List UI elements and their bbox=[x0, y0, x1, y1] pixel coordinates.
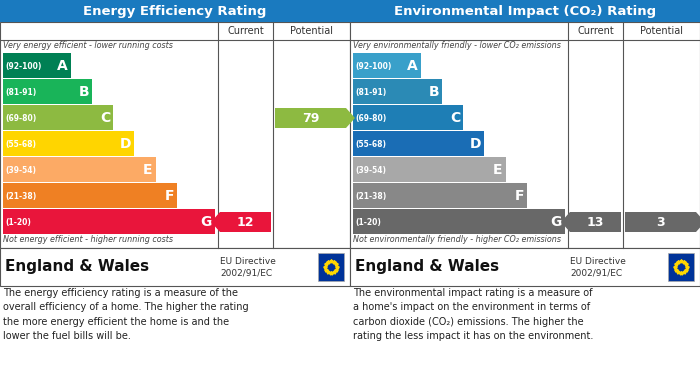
Text: C: C bbox=[450, 111, 460, 125]
Text: Environmental Impact (CO₂) Rating: Environmental Impact (CO₂) Rating bbox=[394, 5, 656, 18]
Text: (1-20): (1-20) bbox=[5, 217, 31, 226]
Bar bbox=[353, 183, 527, 208]
Bar bbox=[3, 183, 177, 208]
Text: G: G bbox=[201, 215, 212, 229]
Text: C: C bbox=[100, 111, 110, 125]
Text: 3: 3 bbox=[656, 215, 665, 228]
Text: (92-100): (92-100) bbox=[5, 61, 41, 70]
Text: (69-80): (69-80) bbox=[5, 113, 36, 122]
Text: EU Directive
2002/91/EC: EU Directive 2002/91/EC bbox=[220, 256, 276, 277]
Bar bbox=[0, 22, 350, 248]
Bar bbox=[3, 53, 71, 78]
Text: (81-91): (81-91) bbox=[355, 88, 386, 97]
Text: E: E bbox=[493, 163, 503, 177]
Text: (21-38): (21-38) bbox=[355, 192, 386, 201]
Text: A: A bbox=[407, 59, 418, 73]
Text: 12: 12 bbox=[237, 215, 254, 228]
Bar bbox=[353, 79, 442, 104]
Text: England & Wales: England & Wales bbox=[355, 260, 499, 274]
Bar bbox=[350, 248, 700, 286]
Text: Not energy efficient - higher running costs: Not energy efficient - higher running co… bbox=[3, 235, 173, 244]
Text: D: D bbox=[470, 137, 482, 151]
Text: Potential: Potential bbox=[290, 26, 333, 36]
Text: D: D bbox=[120, 137, 132, 151]
Bar bbox=[3, 157, 155, 182]
Text: (39-54): (39-54) bbox=[5, 165, 36, 174]
Bar bbox=[0, 248, 350, 286]
Bar bbox=[350, 0, 700, 22]
Text: Current: Current bbox=[577, 26, 614, 36]
Text: E: E bbox=[143, 163, 153, 177]
Bar bbox=[353, 157, 505, 182]
Text: A: A bbox=[57, 59, 68, 73]
Text: EU Directive
2002/91/EC: EU Directive 2002/91/EC bbox=[570, 256, 626, 277]
Text: (55-68): (55-68) bbox=[5, 140, 36, 149]
Text: F: F bbox=[514, 189, 524, 203]
Bar bbox=[3, 209, 215, 234]
Text: Energy Efficiency Rating: Energy Efficiency Rating bbox=[83, 5, 267, 18]
Text: (69-80): (69-80) bbox=[355, 113, 386, 122]
Text: (92-100): (92-100) bbox=[355, 61, 391, 70]
Bar bbox=[3, 105, 113, 130]
Polygon shape bbox=[625, 212, 700, 232]
Text: The environmental impact rating is a measure of
a home's impact on the environme: The environmental impact rating is a mea… bbox=[353, 288, 594, 341]
Text: Very environmentally friendly - lower CO₂ emissions: Very environmentally friendly - lower CO… bbox=[353, 41, 561, 50]
Text: G: G bbox=[551, 215, 562, 229]
Text: England & Wales: England & Wales bbox=[5, 260, 149, 274]
Bar bbox=[3, 79, 92, 104]
Text: B: B bbox=[428, 85, 439, 99]
Bar bbox=[3, 131, 134, 156]
Polygon shape bbox=[275, 108, 355, 128]
Text: (81-91): (81-91) bbox=[5, 88, 36, 97]
Text: 13: 13 bbox=[587, 215, 604, 228]
Text: B: B bbox=[78, 85, 89, 99]
Bar bbox=[668, 253, 694, 281]
Bar bbox=[353, 53, 421, 78]
Text: Very energy efficient - lower running costs: Very energy efficient - lower running co… bbox=[3, 41, 173, 50]
Bar bbox=[353, 131, 484, 156]
Text: Current: Current bbox=[227, 26, 264, 36]
Text: (39-54): (39-54) bbox=[355, 165, 386, 174]
Text: Potential: Potential bbox=[640, 26, 683, 36]
Text: (21-38): (21-38) bbox=[5, 192, 36, 201]
Bar bbox=[0, 0, 350, 22]
Bar bbox=[353, 105, 463, 130]
Text: Not environmentally friendly - higher CO₂ emissions: Not environmentally friendly - higher CO… bbox=[353, 235, 561, 244]
Text: (55-68): (55-68) bbox=[355, 140, 386, 149]
Text: 79: 79 bbox=[302, 111, 319, 124]
Text: (1-20): (1-20) bbox=[355, 217, 381, 226]
Text: F: F bbox=[164, 189, 174, 203]
Polygon shape bbox=[211, 212, 271, 232]
Bar bbox=[318, 253, 344, 281]
Bar bbox=[350, 22, 700, 248]
Text: The energy efficiency rating is a measure of the
overall efficiency of a home. T: The energy efficiency rating is a measur… bbox=[3, 288, 248, 341]
Polygon shape bbox=[561, 212, 621, 232]
Bar bbox=[353, 209, 565, 234]
